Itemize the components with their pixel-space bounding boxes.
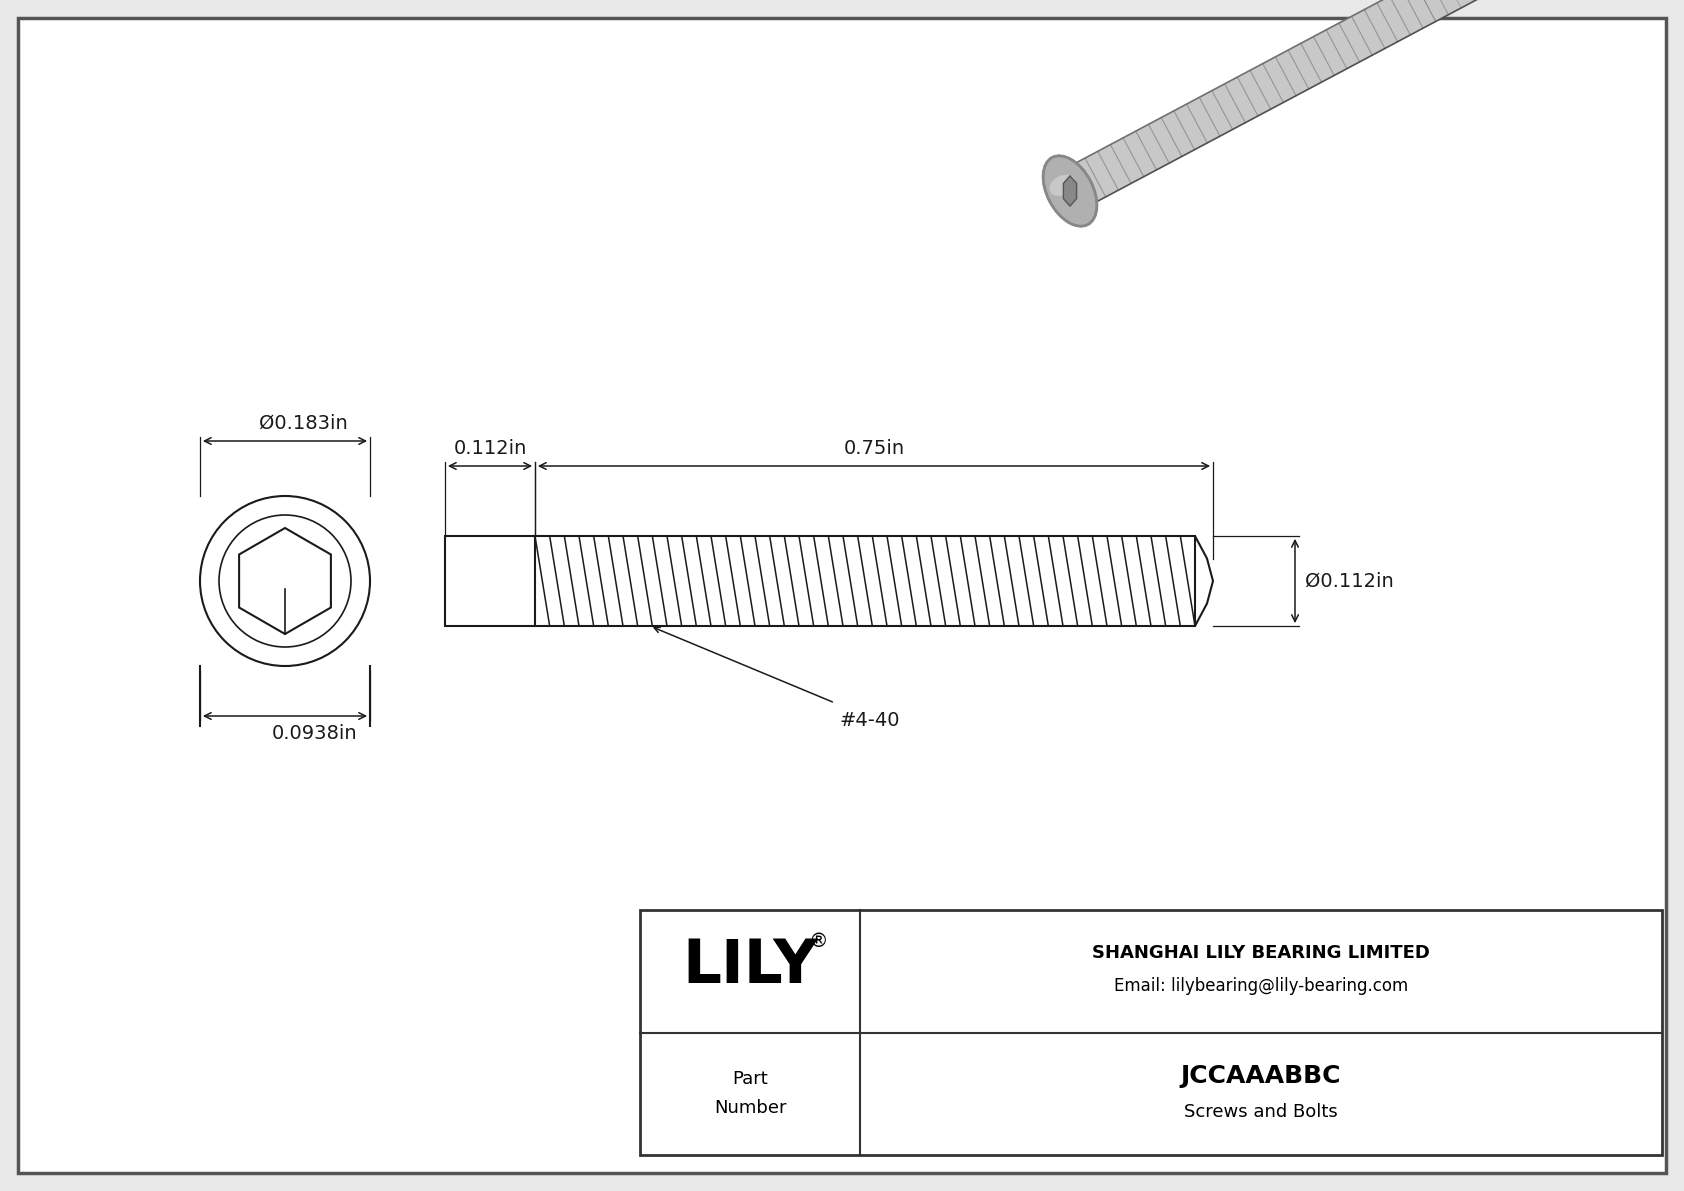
Text: #4-40: #4-40: [840, 711, 901, 730]
Text: LILY: LILY: [682, 937, 818, 996]
Text: 0.0938in: 0.0938in: [273, 724, 357, 743]
Bar: [640, 910, 1662, 1155]
Text: ®: ®: [808, 931, 829, 950]
Polygon shape: [1063, 176, 1076, 206]
Text: SHANGHAI LILY BEARING LIMITED: SHANGHAI LILY BEARING LIMITED: [1091, 944, 1430, 962]
Text: Ø0.112in: Ø0.112in: [1305, 572, 1394, 591]
Text: Screws and Bolts: Screws and Bolts: [1184, 1103, 1337, 1121]
Text: Part
Number: Part Number: [714, 1071, 786, 1117]
Text: Ø0.183in: Ø0.183in: [259, 414, 347, 434]
Ellipse shape: [1049, 175, 1076, 195]
Text: 0.112in: 0.112in: [453, 439, 527, 459]
Text: 0.75in: 0.75in: [844, 439, 904, 459]
Polygon shape: [1059, 0, 1487, 211]
Text: JCCAAABBC: JCCAAABBC: [1180, 1064, 1340, 1087]
Bar: [536, 536, 1196, 626]
Circle shape: [219, 515, 350, 647]
Ellipse shape: [1042, 156, 1096, 226]
Polygon shape: [239, 528, 330, 634]
Polygon shape: [1196, 536, 1212, 626]
Circle shape: [200, 495, 370, 666]
Bar: [445, 536, 536, 626]
Text: Email: lilybearing@lily-bearing.com: Email: lilybearing@lily-bearing.com: [1113, 978, 1408, 996]
